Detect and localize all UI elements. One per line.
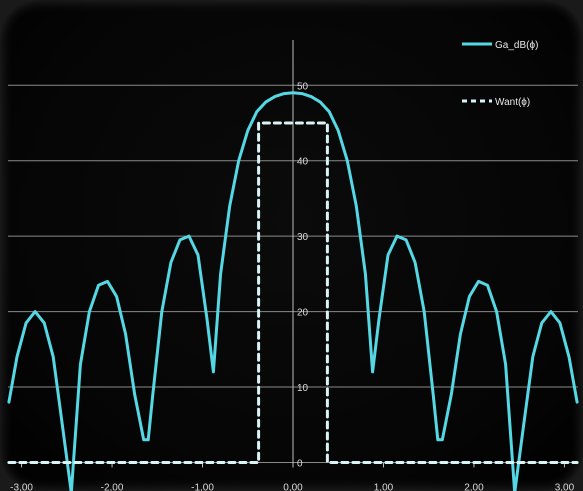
x-tick-label: 0,00	[283, 482, 303, 491]
legend: Ga_dB(ϕ) Want(ϕ)	[462, 40, 538, 108]
y-tick-label: 50	[297, 81, 309, 92]
x-tick-label: -1,00	[191, 482, 214, 491]
series-layer	[7, 91, 579, 491]
x-tick-label: -3,00	[10, 482, 33, 491]
x-tick-label: -2,00	[101, 482, 124, 491]
y-tick-label: 30	[297, 232, 309, 243]
x-tick-label: 3,00	[555, 482, 575, 491]
x-tick-labels: -3,00 -2,00 -1,00 0,00 1,00 2,00 3,00	[10, 482, 574, 491]
y-tick-labels: 0 10 20 30 40 50	[297, 81, 309, 469]
x-tick-label: 2,00	[464, 482, 484, 491]
y-tick-label: 10	[297, 383, 309, 394]
y-tick-label: 0	[297, 458, 303, 469]
legend-label-want: Want(ϕ)	[495, 97, 530, 108]
y-tick-label: 40	[297, 157, 309, 168]
x-tick-label: 1,00	[374, 482, 394, 491]
axis-layer	[21, 40, 565, 468]
series-ga-db-line	[7, 91, 579, 491]
series-want-line	[7, 121, 579, 464]
y-tick-label: 20	[297, 308, 309, 319]
legend-label-ga-db: Ga_dB(ϕ)	[495, 40, 538, 51]
